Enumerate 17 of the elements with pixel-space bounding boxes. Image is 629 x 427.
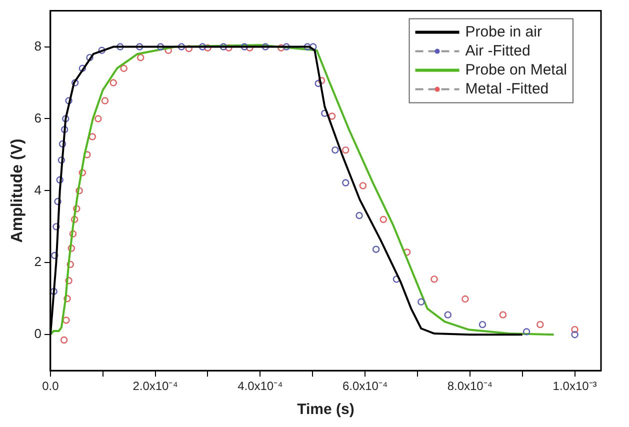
y-tick-label: 4: [34, 182, 42, 198]
legend-label: Metal -Fitted: [465, 80, 549, 98]
x-tick-label: 6.0x10⁻⁴: [342, 379, 388, 394]
x-tick-label: 4.0x10⁻⁴: [238, 379, 283, 394]
x-tick-label: 8.0x10⁻⁴: [447, 379, 493, 394]
legend-label: Probe on Metal: [465, 61, 568, 78]
y-tick-label: 6: [34, 110, 42, 126]
x-tick-label: 0.0: [42, 379, 60, 394]
y-axis-title: Amplitude (V): [9, 138, 26, 243]
x-tick-label: 1.0x10⁻³: [552, 379, 597, 394]
y-tick-label: 0: [34, 326, 42, 342]
y-tick-label: 2: [34, 254, 42, 270]
legend-label: Air -Fitted: [465, 42, 530, 60]
x-axis-title: Time (s): [297, 401, 354, 418]
x-tick-label: 2.0x10⁻⁴: [132, 379, 178, 394]
y-tick-label: 8: [34, 38, 42, 54]
legend-label: Probe in air: [465, 23, 542, 40]
